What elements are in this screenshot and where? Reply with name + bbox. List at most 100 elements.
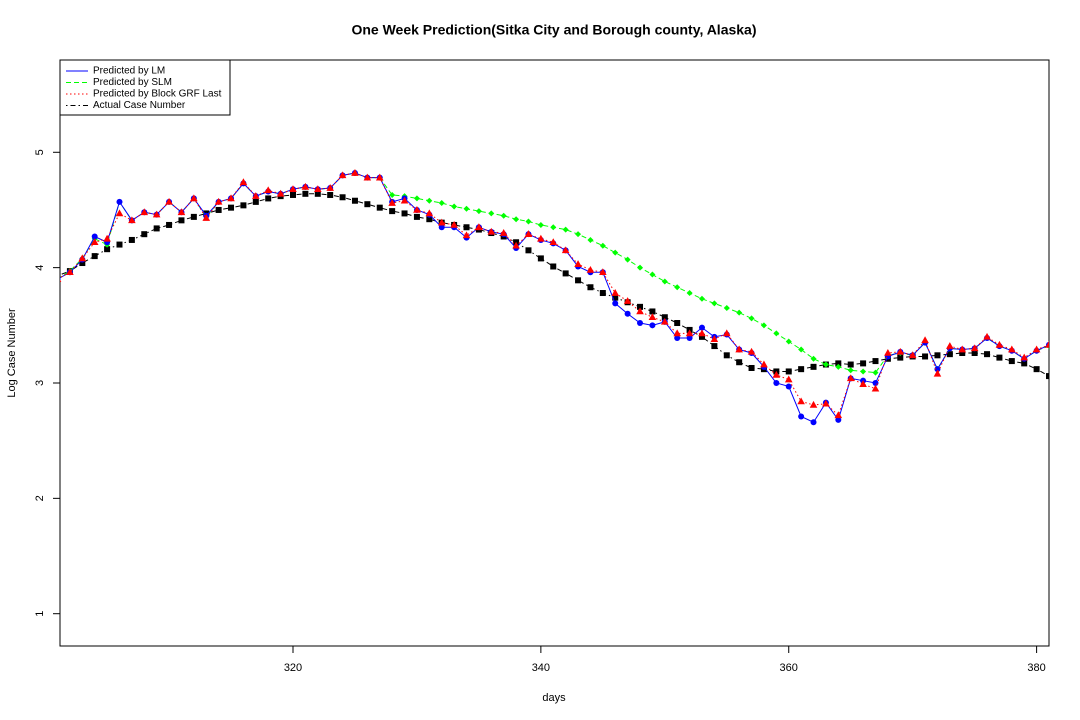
point	[289, 191, 296, 198]
point	[648, 313, 657, 321]
point	[426, 216, 433, 223]
point	[228, 204, 235, 211]
x-tick-label: 380	[1027, 662, 1045, 674]
point	[574, 260, 582, 267]
point	[463, 224, 470, 231]
point	[860, 360, 867, 367]
x-axis-label: days	[542, 692, 566, 704]
point	[946, 351, 953, 358]
point	[958, 345, 967, 353]
point	[116, 241, 123, 248]
point	[66, 268, 74, 276]
point	[363, 173, 372, 181]
point	[128, 236, 135, 243]
point	[736, 359, 743, 366]
point	[413, 205, 421, 213]
point	[339, 194, 346, 201]
point	[302, 190, 309, 197]
point	[747, 347, 756, 355]
point	[190, 213, 197, 220]
point	[525, 247, 532, 254]
point	[810, 363, 817, 370]
point	[995, 340, 1004, 348]
point	[723, 305, 730, 312]
point	[227, 194, 235, 202]
point	[760, 360, 768, 368]
point	[550, 224, 557, 231]
point	[561, 246, 570, 254]
point	[165, 197, 173, 205]
point	[178, 217, 185, 224]
plot-frame	[59, 59, 1050, 647]
y-tick-label: 2	[34, 495, 46, 501]
point	[1021, 360, 1028, 367]
point	[698, 329, 706, 337]
point	[537, 221, 544, 228]
point	[685, 329, 694, 337]
point	[698, 333, 705, 340]
point	[772, 370, 781, 378]
point	[60, 272, 61, 279]
point	[612, 294, 619, 301]
point	[809, 400, 818, 408]
point	[860, 368, 867, 375]
point	[921, 336, 929, 344]
point	[438, 224, 445, 231]
point	[624, 310, 631, 317]
point	[525, 218, 532, 225]
point	[723, 352, 730, 359]
point	[103, 234, 111, 242]
point	[1033, 366, 1040, 373]
point	[177, 208, 186, 216]
point	[810, 355, 817, 362]
y-tick-label: 1	[34, 611, 46, 617]
point	[984, 351, 991, 358]
point	[996, 354, 1003, 361]
point	[674, 284, 681, 291]
point	[314, 190, 321, 197]
point	[152, 210, 161, 218]
point	[500, 212, 507, 219]
point	[425, 209, 434, 217]
point	[240, 202, 247, 209]
point	[562, 226, 569, 233]
point	[748, 315, 755, 322]
point	[190, 194, 198, 202]
point	[872, 358, 879, 365]
point	[450, 220, 458, 228]
y-tick-label: 4	[34, 265, 46, 271]
point	[91, 253, 98, 260]
point	[637, 303, 644, 310]
point	[971, 350, 978, 356]
point	[871, 384, 880, 392]
point	[637, 320, 644, 327]
point	[810, 419, 817, 426]
point	[562, 270, 569, 277]
point	[587, 236, 594, 243]
point	[698, 295, 705, 302]
point	[722, 329, 731, 337]
point	[90, 238, 99, 246]
point	[487, 227, 496, 235]
point	[649, 271, 656, 278]
point	[884, 349, 892, 356]
y-tick-label: 3	[34, 380, 46, 386]
x-tick-label: 320	[284, 662, 302, 674]
point	[376, 204, 383, 211]
series-line	[60, 172, 1049, 417]
point	[153, 225, 160, 232]
point	[946, 342, 954, 349]
point	[599, 290, 606, 297]
point	[401, 210, 408, 217]
point	[872, 369, 879, 376]
point	[499, 229, 508, 236]
point	[463, 205, 470, 212]
point	[488, 210, 495, 217]
point	[649, 322, 656, 329]
point	[512, 241, 520, 249]
point	[760, 322, 767, 329]
point	[537, 234, 545, 242]
point	[104, 246, 111, 253]
point	[934, 352, 941, 359]
point	[438, 200, 445, 207]
